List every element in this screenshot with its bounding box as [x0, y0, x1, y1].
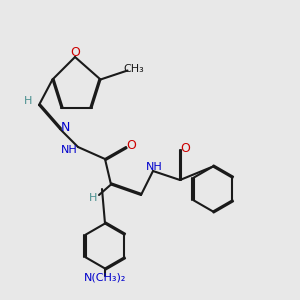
Text: H: H: [89, 193, 97, 203]
Text: O: O: [127, 139, 136, 152]
Text: O: O: [70, 46, 80, 59]
Text: NH: NH: [61, 145, 78, 155]
Text: CH₃: CH₃: [124, 64, 145, 74]
Text: O: O: [181, 142, 190, 155]
Text: N(CH₃)₂: N(CH₃)₂: [84, 272, 126, 283]
Text: N: N: [61, 121, 70, 134]
Text: NH: NH: [146, 161, 163, 172]
Text: H: H: [24, 95, 33, 106]
